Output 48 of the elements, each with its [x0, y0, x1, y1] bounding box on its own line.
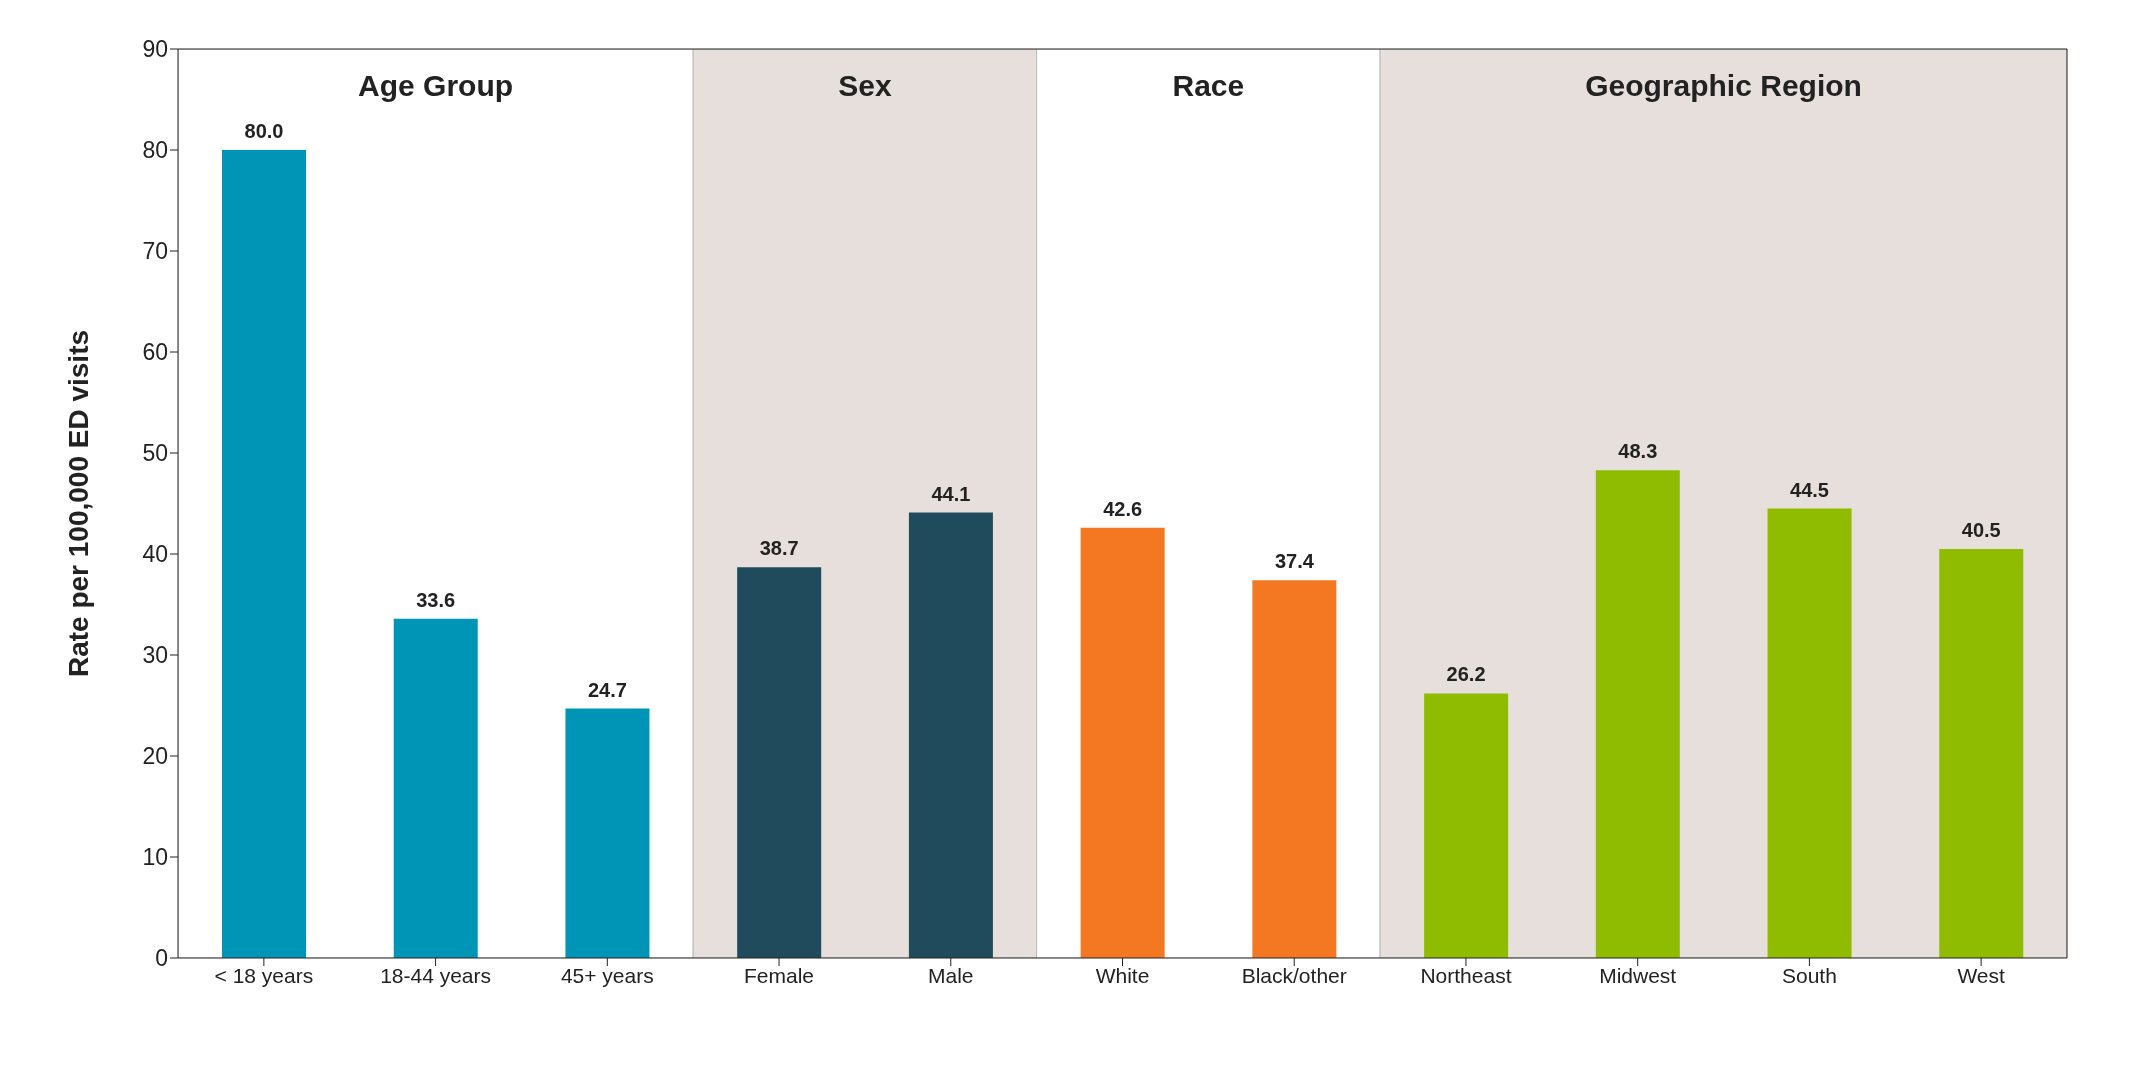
bar [737, 567, 822, 958]
bar [1595, 470, 1680, 958]
x-tick-label: < 18 years [214, 963, 314, 987]
data-label: 80.0 [244, 120, 284, 142]
x-tick-label: Male [928, 963, 974, 987]
bar [908, 512, 993, 958]
y-tick-label: 70 [142, 238, 168, 265]
band-label: Race [1172, 69, 1245, 103]
data-label: 48.3 [1618, 440, 1658, 463]
x-tick-label: 45+ years [560, 963, 654, 987]
data-label: 44.1 [931, 482, 971, 505]
y-tick-label: 0 [155, 945, 168, 972]
bar [1939, 548, 2024, 958]
y-tick-label: 60 [142, 339, 168, 366]
x-tick-label: 18-44 years [380, 963, 492, 987]
x-tick-label: South [1781, 963, 1837, 987]
data-label: 40.5 [1961, 518, 2001, 541]
x-tick-label: Black/other [1241, 963, 1347, 987]
bar [1424, 693, 1509, 958]
y-tick-label: 50 [142, 440, 168, 467]
x-tick-label: Midwest [1599, 963, 1677, 987]
y-axis-title: Rate per 100,000 ED visits [62, 329, 94, 678]
data-label: 38.7 [759, 537, 799, 560]
data-label: 24.7 [587, 678, 627, 701]
y-tick-label: 40 [142, 541, 168, 568]
y-tick-label: 20 [142, 743, 168, 770]
bar [1080, 527, 1165, 958]
band-label: Age Group [358, 69, 514, 103]
bar [1767, 508, 1852, 958]
x-tick-label: Northeast [1420, 963, 1512, 987]
x-tick-label: White [1095, 963, 1150, 987]
band-label: Geographic Region [1585, 69, 1862, 103]
y-tick-label: 80 [142, 137, 168, 164]
y-tick-label: 30 [142, 642, 168, 669]
bar [1252, 580, 1337, 958]
data-label: 37.4 [1274, 550, 1315, 573]
data-label: 26.2 [1446, 663, 1486, 686]
bar [393, 618, 478, 958]
y-tick-label: 10 [142, 844, 168, 871]
bar [222, 150, 306, 958]
x-tick-label: West [1957, 963, 2006, 987]
band-label: Sex [838, 69, 892, 103]
data-label: 33.6 [416, 588, 456, 611]
data-label: 42.6 [1103, 497, 1143, 520]
data-label: 44.5 [1790, 478, 1830, 501]
bar [565, 708, 650, 958]
x-tick-label: Female [744, 963, 815, 987]
y-tick-label: 90 [142, 36, 168, 63]
